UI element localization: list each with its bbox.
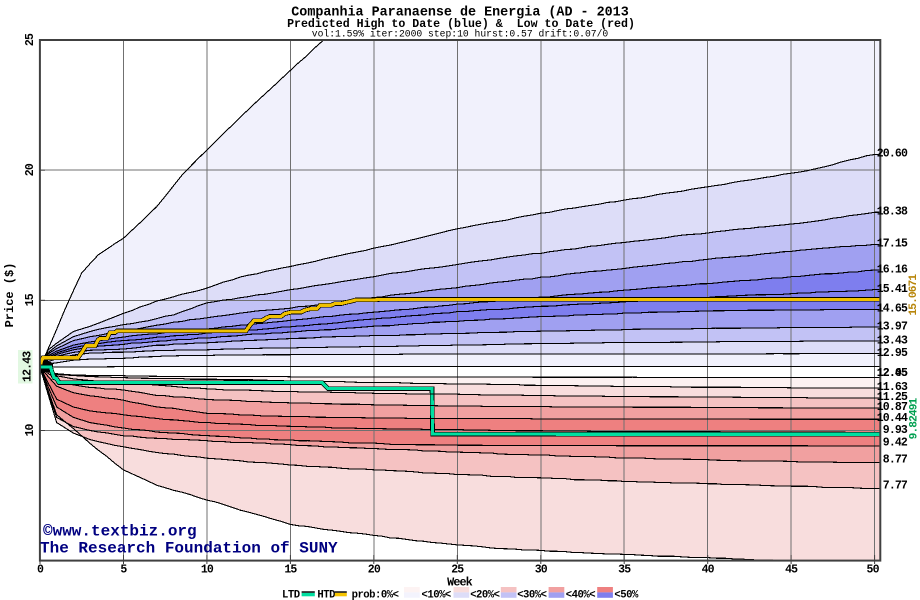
svg-text:35: 35 bbox=[618, 564, 631, 577]
svg-text:<30%<: <30%< bbox=[517, 589, 546, 600]
svg-text:12.95: 12.95 bbox=[877, 347, 908, 360]
svg-text:9.82491: 9.82491 bbox=[909, 397, 920, 439]
svg-text:15: 15 bbox=[284, 564, 297, 577]
svg-text:11.25: 11.25 bbox=[877, 391, 908, 404]
svg-text:12.43: 12.43 bbox=[22, 351, 35, 382]
svg-text:prob:0%<: prob:0%< bbox=[352, 589, 399, 600]
svg-text:15.41: 15.41 bbox=[877, 283, 908, 296]
svg-text:12.05: 12.05 bbox=[877, 367, 908, 380]
svg-text:5: 5 bbox=[120, 564, 127, 577]
svg-text:Companhia Paranaense de Energi: Companhia Paranaense de Energia (AD - 20… bbox=[291, 5, 629, 20]
svg-text:25: 25 bbox=[451, 564, 464, 577]
svg-text:LTD: LTD bbox=[282, 589, 300, 600]
svg-text:Week: Week bbox=[447, 576, 473, 590]
svg-text:11.63: 11.63 bbox=[877, 381, 908, 394]
svg-text:20: 20 bbox=[368, 564, 381, 577]
svg-text:10: 10 bbox=[24, 423, 37, 436]
svg-text:20.60: 20.60 bbox=[877, 148, 908, 161]
svg-text:30: 30 bbox=[535, 564, 548, 577]
svg-text:7.77: 7.77 bbox=[883, 480, 908, 493]
svg-text:18.38: 18.38 bbox=[877, 206, 908, 219]
svg-text:15.0671: 15.0671 bbox=[908, 274, 920, 316]
svg-text:©www.textbiz.org: ©www.textbiz.org bbox=[43, 523, 197, 541]
svg-text:13.97: 13.97 bbox=[877, 320, 908, 333]
svg-text:Predicted High to Date (blue): Predicted High to Date (blue) & Low to D… bbox=[287, 18, 635, 31]
svg-text:<10%<: <10%< bbox=[422, 589, 451, 600]
svg-text:HTD: HTD bbox=[317, 589, 335, 600]
svg-text:<50%: <50% bbox=[614, 589, 639, 600]
svg-text:9.93: 9.93 bbox=[883, 424, 908, 437]
svg-text:25: 25 bbox=[24, 33, 37, 46]
svg-text:17.15: 17.15 bbox=[877, 238, 908, 251]
svg-text:13.43: 13.43 bbox=[877, 334, 908, 347]
svg-text:0: 0 bbox=[37, 564, 44, 577]
svg-text:<20%<: <20%< bbox=[470, 589, 499, 600]
svg-text:vol:1.59% iter:2000 step:10 hu: vol:1.59% iter:2000 step:10 hurst:0.57 d… bbox=[312, 29, 609, 40]
svg-text:10: 10 bbox=[201, 564, 214, 577]
svg-text:45: 45 bbox=[785, 564, 798, 577]
svg-text:8.77: 8.77 bbox=[883, 454, 908, 467]
svg-text:40: 40 bbox=[702, 564, 715, 577]
svg-text:10.44: 10.44 bbox=[877, 412, 908, 425]
svg-text:10.87: 10.87 bbox=[877, 401, 908, 414]
svg-text:The Research Foundation of SUN: The Research Foundation of SUNY bbox=[40, 540, 338, 558]
svg-text:14.65: 14.65 bbox=[877, 303, 908, 316]
svg-text:50: 50 bbox=[867, 564, 880, 577]
svg-text:20: 20 bbox=[24, 163, 37, 176]
svg-text:Price ($): Price ($) bbox=[3, 263, 17, 328]
svg-text:12.45: 12.45 bbox=[877, 367, 908, 380]
svg-text:<40%<: <40%< bbox=[566, 589, 595, 600]
svg-text:16.16: 16.16 bbox=[877, 263, 908, 276]
svg-text:9.42: 9.42 bbox=[883, 437, 908, 450]
svg-text:15: 15 bbox=[24, 293, 37, 306]
